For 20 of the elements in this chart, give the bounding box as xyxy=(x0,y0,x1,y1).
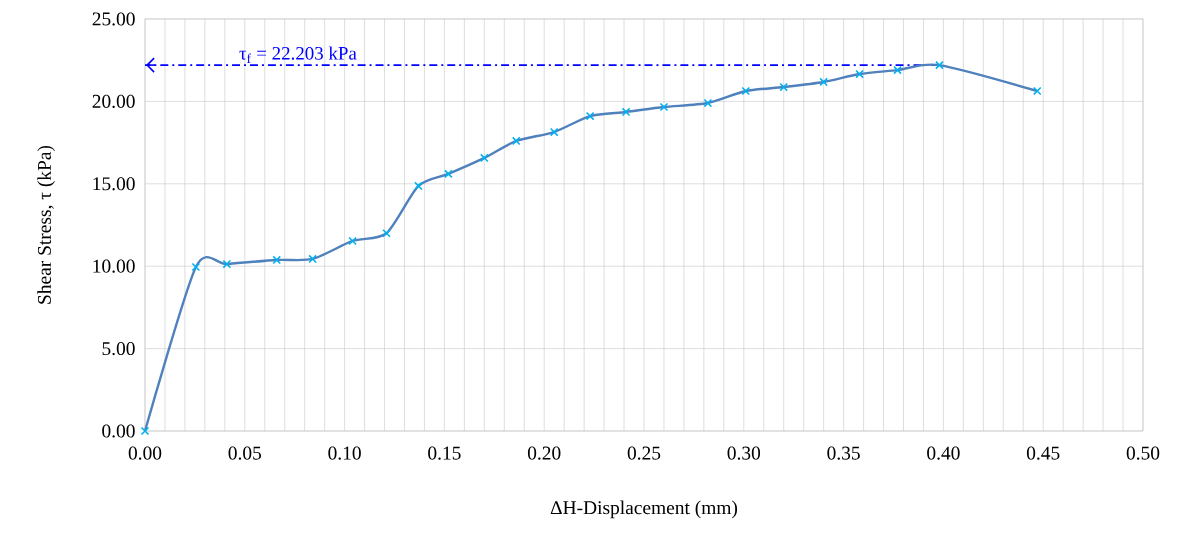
y-tick-label: 25.00 xyxy=(92,12,135,26)
x-tick-label: 0.25 xyxy=(627,446,661,460)
x-tick-label: 0.45 xyxy=(1026,446,1060,460)
x-tick-label: 0.35 xyxy=(827,446,860,460)
x-tick-label: 0.30 xyxy=(727,446,761,460)
x-tick-label: 0.15 xyxy=(428,446,461,460)
y-tick-label: 15.00 xyxy=(93,177,135,191)
x-axis-title: ΔH-Displacement (mm) xyxy=(550,500,738,519)
x-tick-label: 0.40 xyxy=(927,446,960,460)
y-tick-label: 10.00 xyxy=(93,259,135,273)
y-axis-title: Shear Stress, τ (kPa) xyxy=(37,145,55,304)
ref-line-label: τ$_{f}$ = 22.203 kPa xyxy=(239,46,357,63)
y-tick-label: 20.00 xyxy=(92,94,135,108)
x-tick-label: 0.10 xyxy=(328,446,361,460)
x-tick-label: 0.00 xyxy=(128,446,162,460)
x-tick-label: 0.05 xyxy=(228,446,262,460)
y-tick-label: 0.00 xyxy=(102,424,135,438)
y-tick-label: 5.00 xyxy=(102,342,135,356)
x-tick-label: 0.50 xyxy=(1126,446,1160,460)
x-tick-label: 0.20 xyxy=(527,446,561,460)
